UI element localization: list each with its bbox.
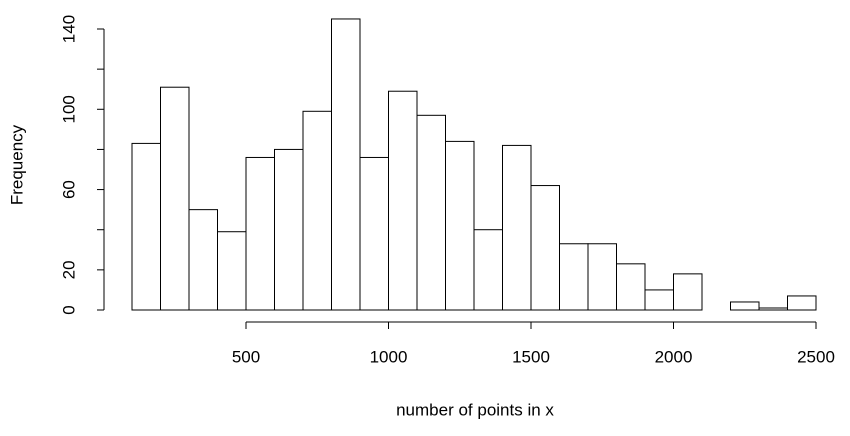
- bar: [388, 90, 418, 311]
- bar: [188, 209, 218, 311]
- bar: [559, 243, 589, 311]
- y-axis-label: Frequency: [7, 124, 26, 205]
- x-tick-label: 500: [232, 347, 260, 366]
- bar: [217, 231, 247, 311]
- bar: [302, 110, 332, 311]
- y-tick-label: 0: [59, 305, 78, 314]
- bar: [473, 229, 503, 311]
- bar: [331, 18, 361, 311]
- bar: [502, 144, 532, 311]
- bar: [616, 263, 646, 311]
- bar: [673, 273, 703, 311]
- bar: [644, 289, 674, 311]
- bar: [274, 148, 304, 311]
- bar: [730, 301, 760, 311]
- x-tick-label: 2000: [655, 347, 693, 366]
- bar: [245, 156, 275, 311]
- x-tick-label: 1500: [512, 347, 550, 366]
- bar: [160, 86, 190, 311]
- bar: [758, 307, 788, 311]
- bar: [131, 142, 161, 311]
- x-axis-label: number of points in x: [396, 400, 554, 419]
- x-tick-label: 2500: [797, 347, 835, 366]
- y-tick-label: 100: [59, 95, 78, 123]
- bar: [416, 114, 446, 311]
- y-tick-label: 20: [59, 260, 78, 279]
- bar: [787, 295, 817, 311]
- x-tick-label: 1000: [370, 347, 408, 366]
- bar: [530, 185, 560, 311]
- bar: [359, 156, 389, 311]
- y-tick-label: 60: [59, 180, 78, 199]
- y-tick-label: 140: [59, 15, 78, 43]
- bar: [587, 243, 617, 311]
- bar: [445, 140, 475, 311]
